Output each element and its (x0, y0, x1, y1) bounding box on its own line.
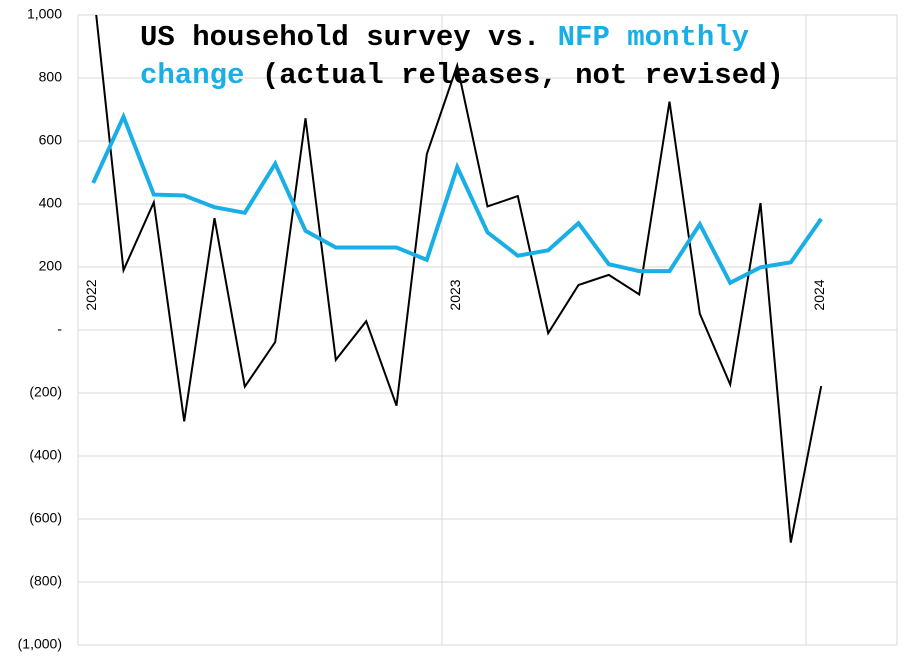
title-segment: US household survey vs. (140, 21, 540, 54)
plot-area (91, 15, 823, 543)
title-segment: NFP monthly (558, 21, 749, 54)
y-tick-label: (400) (29, 447, 62, 463)
series-line (91, 111, 823, 286)
y-tick-label: (1,000) (18, 636, 62, 652)
title-segment: (actual releases, not revised) (262, 59, 784, 92)
chart-title: US household survey vs. NFP monthly (140, 21, 749, 54)
grid (77, 14, 898, 646)
chart-title: change (actual releases, not revised) (140, 59, 784, 92)
series-line (95, 15, 823, 543)
title-segment: change (140, 59, 244, 92)
y-tick-label: 800 (39, 69, 63, 85)
y-tick-label: (600) (29, 510, 62, 526)
y-tick-label: 1,000 (27, 6, 62, 22)
y-tick-label: 600 (39, 132, 63, 148)
y-tick-label: (200) (29, 384, 62, 400)
y-tick-label: 200 (39, 258, 63, 274)
x-tick-label: 2024 (811, 279, 827, 310)
y-tick-label: - (57, 321, 62, 337)
x-tick-label: 2023 (447, 279, 463, 310)
y-tick-label: (800) (29, 573, 62, 589)
y-tick-label: 400 (39, 195, 63, 211)
x-tick-label: 2022 (83, 279, 99, 310)
labels: 1,000 800 600 400 200 - (200) (400) (600) (800) (1… (18, 6, 827, 652)
